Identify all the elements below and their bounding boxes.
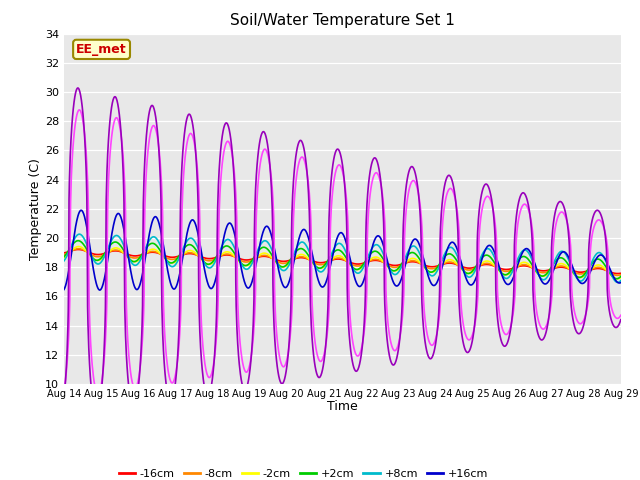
Title: Soil/Water Temperature Set 1: Soil/Water Temperature Set 1 <box>230 13 455 28</box>
Y-axis label: Temperature (C): Temperature (C) <box>29 158 42 260</box>
X-axis label: Time: Time <box>327 400 358 413</box>
Text: EE_met: EE_met <box>76 43 127 56</box>
